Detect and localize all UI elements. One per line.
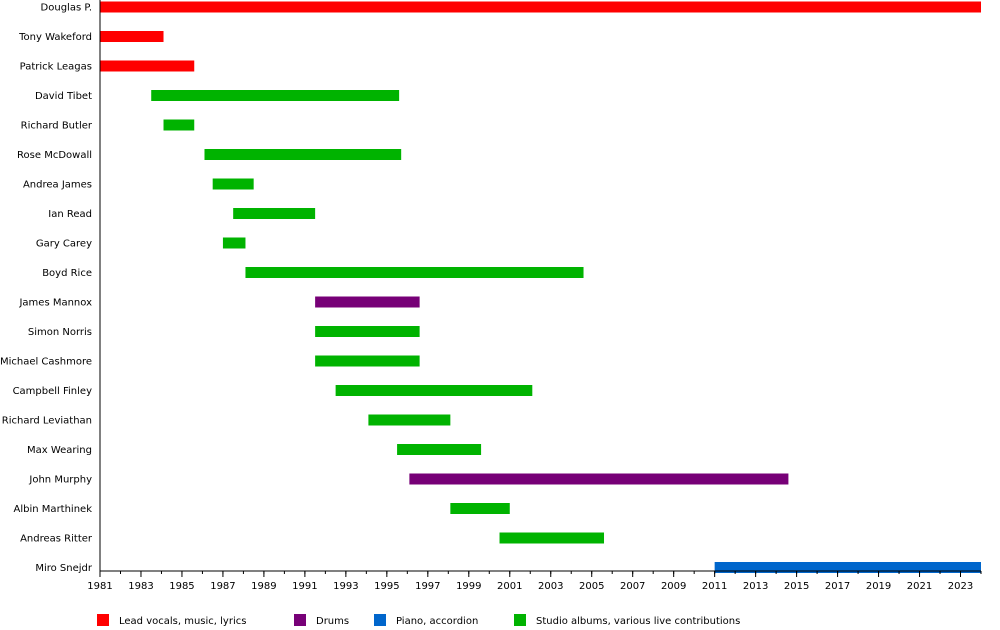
- member-label: Richard Butler: [21, 121, 93, 132]
- x-tick-label: 1983: [128, 581, 153, 592]
- member-label: Miro Snejdr: [35, 563, 93, 574]
- x-tick-label: 2001: [497, 581, 522, 592]
- member-bar: [397, 444, 482, 455]
- member-bar: [100, 31, 164, 42]
- x-tick-label: 2015: [784, 581, 809, 592]
- member-label: Campbell Finley: [13, 386, 93, 397]
- member-label: John Murphy: [28, 475, 92, 486]
- member-bar: [450, 503, 510, 514]
- x-tick-label: 2017: [825, 581, 850, 592]
- legend-swatch: [374, 614, 386, 626]
- member-bar: [100, 60, 195, 72]
- member-bar: [315, 296, 420, 308]
- member-bars: [100, 1, 981, 573]
- x-tick-label: 2023: [948, 581, 973, 592]
- x-tick-label: 2009: [661, 581, 686, 592]
- member-bar: [212, 178, 254, 190]
- member-label: Albin Marthinek: [14, 504, 93, 515]
- member-label: Patrick Leagas: [20, 62, 92, 73]
- member-label: Douglas P.: [41, 3, 92, 14]
- member-bar: [315, 326, 420, 337]
- member-label: Simon Norris: [28, 327, 92, 338]
- legend-swatch: [97, 614, 109, 626]
- member-label: James Mannox: [18, 298, 92, 309]
- member-label: Tony Wakeford: [18, 32, 92, 43]
- member-label: Rose McDowall: [17, 150, 92, 161]
- x-tick-label: 1993: [333, 581, 358, 592]
- legend-label: Drums: [316, 616, 349, 627]
- member-bar: [499, 532, 605, 544]
- x-tick-label: 2021: [907, 581, 932, 592]
- member-bar: [315, 355, 420, 367]
- member-label: Andreas Ritter: [20, 534, 93, 545]
- x-tick-label: 1985: [169, 581, 194, 592]
- legend-swatch: [514, 614, 526, 626]
- legend-label: Studio albums, various live contribution…: [536, 616, 740, 627]
- member-bar: [714, 562, 981, 573]
- member-label: David Tibet: [35, 91, 92, 102]
- member-label: Andrea James: [23, 180, 92, 191]
- member-bar: [151, 90, 400, 101]
- x-tick-label: 1989: [251, 581, 276, 592]
- legend: Lead vocals, music, lyrics Drums Piano, ac…: [97, 614, 740, 627]
- member-bar: [335, 385, 533, 396]
- member-bar: [233, 208, 316, 219]
- member-bar: [100, 1, 981, 13]
- x-axis: 1981 1983 1985 1987 1989 1991 1993 1995 1997 1999…: [87, 0, 982, 592]
- member-label: Michael Cashmore: [0, 357, 92, 368]
- member-label: Max Wearing: [27, 445, 92, 456]
- x-tick-label: 2011: [702, 581, 727, 592]
- legend-label: Lead vocals, music, lyrics: [119, 616, 246, 627]
- member-bar: [204, 149, 402, 160]
- x-tick-label: 2005: [579, 581, 604, 592]
- x-tick-label: 2019: [866, 581, 891, 592]
- member-bar: [368, 414, 451, 426]
- x-tick-label: 2007: [620, 581, 645, 592]
- x-tick-label: 1999: [456, 581, 481, 592]
- x-tick-label: 1997: [415, 581, 440, 592]
- x-tick-label: 1991: [292, 581, 317, 592]
- x-tick-label: 1995: [374, 581, 399, 592]
- member-label: Boyd Rice: [42, 268, 92, 279]
- x-tick-label: 1981: [87, 581, 112, 592]
- member-labels: Douglas P. Tony Wakeford Patrick Leagas Dav…: [0, 3, 93, 575]
- x-tick-label: 1987: [210, 581, 235, 592]
- member-label: Ian Read: [48, 209, 92, 220]
- x-tick-label: 2013: [743, 581, 768, 592]
- member-bar: [222, 237, 246, 249]
- member-bar: [163, 119, 195, 131]
- member-bar: [245, 267, 584, 278]
- member-label: Richard Leviathan: [2, 416, 92, 427]
- legend-swatch: [294, 614, 306, 626]
- legend-label: Piano, accordion: [396, 616, 478, 627]
- member-label: Gary Carey: [36, 239, 92, 250]
- x-tick-label: 2003: [538, 581, 563, 592]
- member-bar: [409, 473, 789, 485]
